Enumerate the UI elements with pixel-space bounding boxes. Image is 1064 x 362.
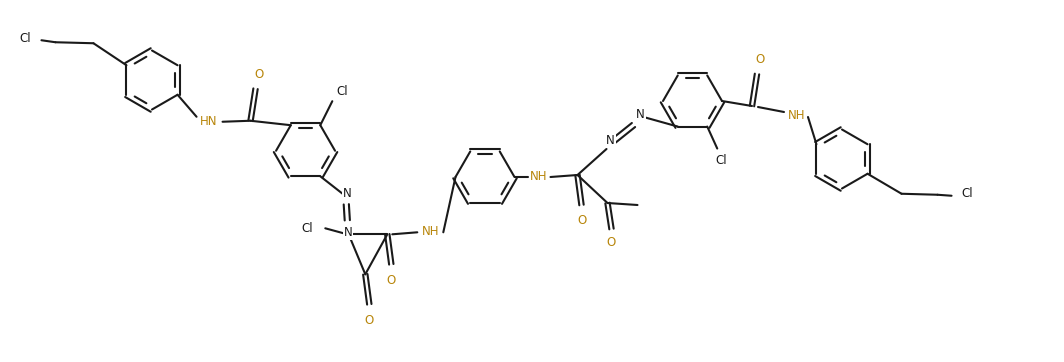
Text: O: O xyxy=(577,215,586,227)
Text: O: O xyxy=(386,274,396,287)
Text: HN: HN xyxy=(200,115,217,128)
Text: Cl: Cl xyxy=(715,154,727,167)
Text: NH: NH xyxy=(421,225,439,238)
Text: Cl: Cl xyxy=(336,85,348,98)
Text: NH: NH xyxy=(788,109,805,122)
Text: N: N xyxy=(344,226,352,239)
Text: O: O xyxy=(254,68,263,81)
Text: Cl: Cl xyxy=(962,187,974,200)
Text: O: O xyxy=(365,314,373,327)
Text: N: N xyxy=(636,109,645,122)
Text: O: O xyxy=(755,54,765,67)
Text: N: N xyxy=(606,134,615,147)
Text: Cl: Cl xyxy=(301,222,313,235)
Text: Cl: Cl xyxy=(19,32,31,45)
Text: N: N xyxy=(343,187,352,200)
Text: NH: NH xyxy=(530,169,547,182)
Text: O: O xyxy=(606,236,616,249)
